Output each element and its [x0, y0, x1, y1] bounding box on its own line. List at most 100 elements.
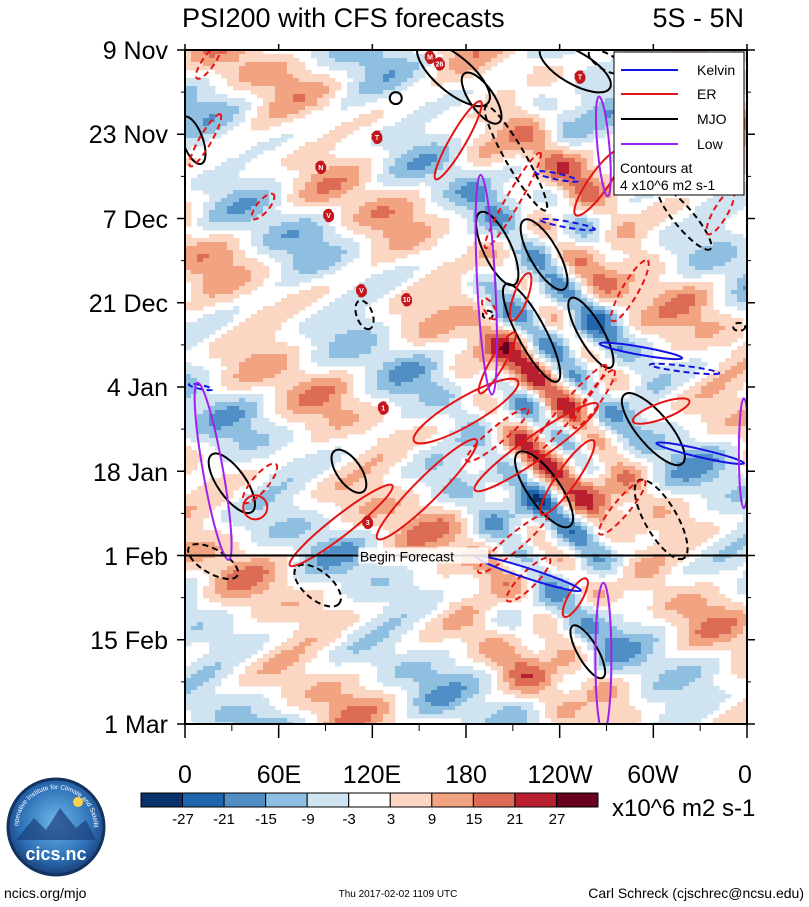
anomaly-cell	[341, 194, 348, 199]
anomaly-cell	[455, 94, 462, 99]
anomaly-cell	[431, 322, 438, 327]
anomaly-cell	[443, 306, 450, 311]
anomaly-cell	[257, 110, 264, 115]
anomaly-cell	[431, 106, 438, 111]
anomaly-cell	[563, 150, 570, 155]
anomaly-cell	[395, 250, 402, 255]
anomaly-cell	[311, 174, 318, 179]
anomaly-cell	[491, 294, 498, 299]
anomaly-cell	[635, 258, 642, 263]
anomaly-cell	[455, 50, 462, 55]
anomaly-cell	[401, 62, 408, 67]
anomaly-cell	[377, 242, 384, 247]
anomaly-cell	[581, 270, 588, 275]
anomaly-cell	[197, 138, 204, 143]
anomaly-cell	[731, 302, 738, 307]
anomaly-cell	[431, 310, 438, 315]
anomaly-cell	[269, 206, 276, 211]
anomaly-cell	[359, 218, 366, 223]
anomaly-cell	[569, 178, 576, 183]
anomaly-cell	[719, 314, 726, 319]
anomaly-cell	[431, 150, 438, 155]
anomaly-cell	[245, 266, 252, 271]
anomaly-cell	[191, 238, 198, 243]
anomaly-cell	[281, 278, 288, 283]
anomaly-cell	[317, 322, 324, 327]
anomaly-cell	[629, 298, 636, 303]
anomaly-cell	[539, 198, 546, 203]
anomaly-cell	[389, 158, 396, 163]
anomaly-cell	[245, 202, 252, 207]
anomaly-cell	[539, 310, 546, 315]
anomaly-cell	[695, 218, 702, 223]
anomaly-cell	[647, 318, 654, 323]
anomaly-cell	[443, 94, 450, 99]
anomaly-cell	[641, 226, 648, 231]
anomaly-cell	[737, 330, 744, 335]
anomaly-cell	[251, 222, 258, 227]
anomaly-cell	[329, 322, 336, 327]
anomaly-cell	[479, 262, 486, 267]
anomaly-cell	[539, 74, 546, 79]
anomaly-cell	[569, 230, 576, 235]
anomaly-cell	[431, 178, 438, 183]
anomaly-cell	[563, 294, 570, 299]
anomaly-cell	[407, 194, 414, 199]
anomaly-cell	[275, 70, 282, 75]
anomaly-cell	[413, 238, 420, 243]
anomaly-cell	[431, 238, 438, 243]
anomaly-cell	[479, 142, 486, 147]
anomaly-cell	[521, 318, 528, 323]
anomaly-cell	[443, 70, 450, 75]
anomaly-cell	[305, 158, 312, 163]
anomaly-cell	[617, 222, 624, 227]
anomaly-cell	[377, 190, 384, 195]
anomaly-cell	[479, 278, 486, 283]
anomaly-cell	[257, 218, 264, 223]
anomaly-cell	[329, 338, 336, 343]
anomaly-cell	[443, 134, 450, 139]
anomaly-cell	[449, 270, 456, 275]
anomaly-cell	[311, 226, 318, 231]
anomaly-cell	[737, 258, 744, 263]
anomaly-cell	[197, 294, 204, 299]
anomaly-cell	[599, 278, 606, 283]
anomaly-cell	[413, 150, 420, 155]
anomaly-cell	[413, 134, 420, 139]
anomaly-cell	[713, 194, 720, 199]
anomaly-cell	[551, 150, 558, 155]
anomaly-cell	[425, 158, 432, 163]
anomaly-cell	[257, 118, 264, 123]
anomaly-cell	[545, 282, 552, 287]
anomaly-cell	[329, 58, 336, 63]
anomaly-cell	[575, 230, 582, 235]
anomaly-cell	[743, 258, 747, 263]
anomaly-cell	[257, 90, 264, 95]
anomaly-cell	[485, 210, 492, 215]
anomaly-cell	[377, 82, 384, 87]
anomaly-cell	[413, 170, 420, 175]
anomaly-cell	[515, 254, 522, 259]
anomaly-cell	[311, 254, 318, 259]
anomaly-cell	[575, 206, 582, 211]
anomaly-cell	[563, 162, 570, 167]
anomaly-cell	[293, 178, 300, 183]
anomaly-cell	[599, 342, 606, 347]
anomaly-cell	[599, 282, 606, 287]
anomaly-cell	[575, 190, 582, 195]
anomaly-cell	[269, 234, 276, 239]
anomaly-cell	[701, 310, 708, 315]
anomaly-cell	[317, 342, 324, 347]
anomaly-cell	[545, 214, 552, 219]
anomaly-cell	[329, 246, 336, 251]
anomaly-cell	[551, 234, 558, 239]
anomaly-cell	[383, 194, 390, 199]
anomaly-cell	[683, 326, 690, 331]
anomaly-cell	[185, 202, 192, 207]
anomaly-cell	[209, 122, 216, 127]
anomaly-cell	[515, 210, 522, 215]
anomaly-cell	[323, 342, 330, 347]
anomaly-cell	[269, 226, 276, 231]
anomaly-cell	[263, 226, 270, 231]
anomaly-cell	[581, 238, 588, 243]
